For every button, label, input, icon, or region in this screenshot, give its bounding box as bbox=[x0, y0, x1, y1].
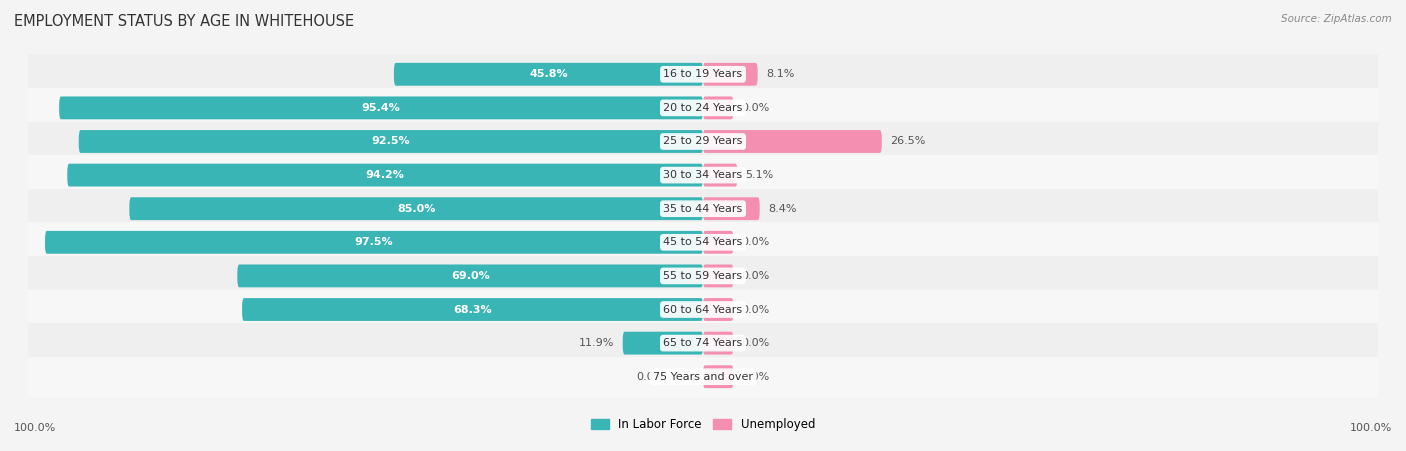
Text: 75 Years and over: 75 Years and over bbox=[652, 372, 754, 382]
Text: 5.1%: 5.1% bbox=[745, 170, 773, 180]
Text: 97.5%: 97.5% bbox=[354, 237, 394, 247]
Text: Source: ZipAtlas.com: Source: ZipAtlas.com bbox=[1281, 14, 1392, 23]
FancyBboxPatch shape bbox=[703, 298, 734, 321]
Text: 0.0%: 0.0% bbox=[741, 372, 769, 382]
Bar bbox=[28, 122, 1378, 161]
Text: 25 to 29 Years: 25 to 29 Years bbox=[664, 137, 742, 147]
Text: 60 to 64 Years: 60 to 64 Years bbox=[664, 304, 742, 314]
Text: 85.0%: 85.0% bbox=[396, 204, 436, 214]
Text: EMPLOYMENT STATUS BY AGE IN WHITEHOUSE: EMPLOYMENT STATUS BY AGE IN WHITEHOUSE bbox=[14, 14, 354, 28]
Text: 35 to 44 Years: 35 to 44 Years bbox=[664, 204, 742, 214]
FancyBboxPatch shape bbox=[59, 97, 703, 120]
Text: 8.1%: 8.1% bbox=[766, 69, 794, 79]
Text: 94.2%: 94.2% bbox=[366, 170, 405, 180]
Text: 0.0%: 0.0% bbox=[741, 338, 769, 348]
Text: 92.5%: 92.5% bbox=[371, 137, 411, 147]
Text: 45 to 54 Years: 45 to 54 Years bbox=[664, 237, 742, 247]
Bar bbox=[28, 155, 1378, 195]
Text: 26.5%: 26.5% bbox=[890, 137, 925, 147]
FancyBboxPatch shape bbox=[703, 231, 734, 254]
Bar bbox=[28, 256, 1378, 296]
Text: 69.0%: 69.0% bbox=[451, 271, 489, 281]
Bar bbox=[28, 88, 1378, 128]
Text: 11.9%: 11.9% bbox=[579, 338, 614, 348]
FancyBboxPatch shape bbox=[129, 197, 703, 220]
FancyBboxPatch shape bbox=[703, 97, 734, 120]
Text: 16 to 19 Years: 16 to 19 Years bbox=[664, 69, 742, 79]
Text: 95.4%: 95.4% bbox=[361, 103, 401, 113]
FancyBboxPatch shape bbox=[703, 164, 737, 187]
Bar bbox=[28, 55, 1378, 94]
Text: 8.4%: 8.4% bbox=[768, 204, 796, 214]
Text: 0.0%: 0.0% bbox=[741, 271, 769, 281]
FancyBboxPatch shape bbox=[703, 264, 734, 287]
Bar bbox=[28, 357, 1378, 396]
FancyBboxPatch shape bbox=[242, 298, 703, 321]
Text: 0.0%: 0.0% bbox=[637, 372, 665, 382]
FancyBboxPatch shape bbox=[623, 331, 703, 354]
FancyBboxPatch shape bbox=[45, 231, 703, 254]
Text: 0.0%: 0.0% bbox=[741, 304, 769, 314]
Text: 65 to 74 Years: 65 to 74 Years bbox=[664, 338, 742, 348]
Text: 20 to 24 Years: 20 to 24 Years bbox=[664, 103, 742, 113]
Text: 55 to 59 Years: 55 to 59 Years bbox=[664, 271, 742, 281]
FancyBboxPatch shape bbox=[703, 331, 734, 354]
Text: 30 to 34 Years: 30 to 34 Years bbox=[664, 170, 742, 180]
FancyBboxPatch shape bbox=[703, 130, 882, 153]
Text: 45.8%: 45.8% bbox=[529, 69, 568, 79]
Text: 100.0%: 100.0% bbox=[14, 423, 56, 433]
Bar bbox=[28, 290, 1378, 329]
FancyBboxPatch shape bbox=[703, 365, 734, 388]
Text: 100.0%: 100.0% bbox=[1350, 423, 1392, 433]
FancyBboxPatch shape bbox=[238, 264, 703, 287]
FancyBboxPatch shape bbox=[67, 164, 703, 187]
Text: 0.0%: 0.0% bbox=[741, 237, 769, 247]
Bar bbox=[28, 189, 1378, 229]
Legend: In Labor Force, Unemployed: In Labor Force, Unemployed bbox=[586, 413, 820, 436]
Text: 0.0%: 0.0% bbox=[741, 103, 769, 113]
Bar bbox=[28, 323, 1378, 363]
Bar bbox=[28, 222, 1378, 262]
FancyBboxPatch shape bbox=[703, 197, 759, 220]
FancyBboxPatch shape bbox=[79, 130, 703, 153]
Text: 68.3%: 68.3% bbox=[453, 304, 492, 314]
FancyBboxPatch shape bbox=[394, 63, 703, 86]
FancyBboxPatch shape bbox=[703, 63, 758, 86]
